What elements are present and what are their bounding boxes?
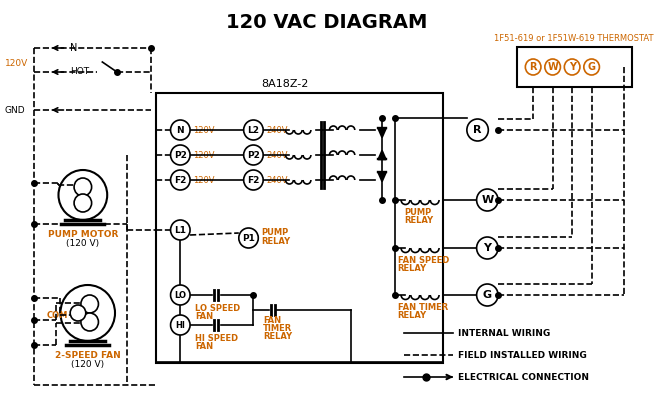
Circle shape [171, 120, 190, 140]
Text: LO SPEED: LO SPEED [195, 304, 240, 313]
Circle shape [171, 170, 190, 190]
Circle shape [60, 285, 115, 341]
Circle shape [584, 59, 600, 75]
Circle shape [545, 59, 560, 75]
Circle shape [58, 170, 107, 220]
Text: 2-SPEED FAN: 2-SPEED FAN [55, 351, 121, 360]
Circle shape [244, 120, 263, 140]
Text: RELAY: RELAY [398, 311, 427, 320]
Text: PUMP: PUMP [261, 228, 289, 236]
Text: FAN: FAN [263, 316, 281, 325]
Text: 120V: 120V [193, 150, 214, 160]
Text: P2: P2 [247, 150, 260, 160]
Circle shape [467, 119, 488, 141]
Text: COM: COM [47, 310, 68, 320]
Text: PUMP MOTOR: PUMP MOTOR [48, 230, 118, 239]
Circle shape [70, 305, 86, 321]
Text: Y: Y [483, 243, 491, 253]
Text: N: N [70, 43, 78, 53]
Text: 240V: 240V [266, 126, 287, 134]
Circle shape [81, 295, 98, 313]
Circle shape [244, 145, 263, 165]
Text: L2: L2 [247, 126, 259, 134]
Bar [517, 47, 632, 87]
Circle shape [74, 194, 92, 212]
Circle shape [171, 315, 190, 335]
Text: FAN TIMER: FAN TIMER [398, 303, 448, 312]
Text: R: R [473, 125, 482, 135]
Circle shape [171, 220, 190, 240]
Text: HI SPEED: HI SPEED [195, 334, 238, 343]
Circle shape [74, 178, 92, 196]
Text: 240V: 240V [266, 150, 287, 160]
Text: LO: LO [174, 290, 186, 300]
Text: Y: Y [569, 62, 576, 72]
Text: P1: P1 [242, 233, 255, 243]
Circle shape [81, 313, 98, 331]
Circle shape [171, 285, 190, 305]
Circle shape [239, 228, 259, 248]
Circle shape [476, 237, 498, 259]
Text: 120 VAC DIAGRAM: 120 VAC DIAGRAM [226, 13, 427, 32]
Text: HI: HI [176, 321, 185, 329]
Circle shape [476, 284, 498, 306]
Text: W: W [481, 195, 494, 205]
Text: GND: GND [5, 106, 25, 114]
Text: FIELD INSTALLED WIRING: FIELD INSTALLED WIRING [458, 351, 587, 360]
Text: PUMP: PUMP [405, 208, 431, 217]
Text: R: R [529, 62, 537, 72]
Text: 8A18Z-2: 8A18Z-2 [261, 79, 309, 89]
Bar [156, 93, 444, 363]
Text: INTERNAL WIRING: INTERNAL WIRING [458, 328, 550, 337]
Text: 240V: 240V [266, 176, 287, 184]
Text: ELECTRICAL CONNECTION: ELECTRICAL CONNECTION [458, 372, 589, 382]
Text: F2: F2 [174, 176, 186, 184]
Text: G: G [588, 62, 596, 72]
Text: TIMER: TIMER [263, 324, 292, 333]
Text: RELAY: RELAY [405, 216, 433, 225]
Text: 120V: 120V [5, 59, 28, 67]
Text: 120V: 120V [193, 176, 214, 184]
Circle shape [564, 59, 580, 75]
Text: LO: LO [84, 300, 95, 308]
Text: FAN: FAN [195, 342, 213, 351]
Polygon shape [378, 173, 386, 181]
Text: HOT: HOT [70, 67, 89, 77]
Circle shape [476, 189, 498, 211]
Text: FAN SPEED: FAN SPEED [398, 256, 449, 265]
Polygon shape [378, 129, 386, 137]
Text: W: W [547, 62, 558, 72]
Text: G: G [483, 290, 492, 300]
Polygon shape [378, 150, 386, 160]
Text: 1F51-619 or 1F51W-619 THERMOSTAT: 1F51-619 or 1F51W-619 THERMOSTAT [494, 34, 654, 43]
Circle shape [244, 170, 263, 190]
Text: RELAY: RELAY [261, 236, 290, 246]
Text: N: N [176, 126, 184, 134]
Circle shape [525, 59, 541, 75]
Text: (120 V): (120 V) [66, 239, 99, 248]
Circle shape [171, 145, 190, 165]
Text: L1: L1 [174, 225, 186, 235]
Text: RELAY: RELAY [263, 332, 292, 341]
Text: RELAY: RELAY [398, 264, 427, 273]
Text: 120V: 120V [193, 126, 214, 134]
Text: P2: P2 [174, 150, 187, 160]
Text: FAN: FAN [195, 312, 213, 321]
Text: F2: F2 [247, 176, 259, 184]
Text: (120 V): (120 V) [71, 360, 105, 369]
Text: HI: HI [85, 318, 94, 326]
